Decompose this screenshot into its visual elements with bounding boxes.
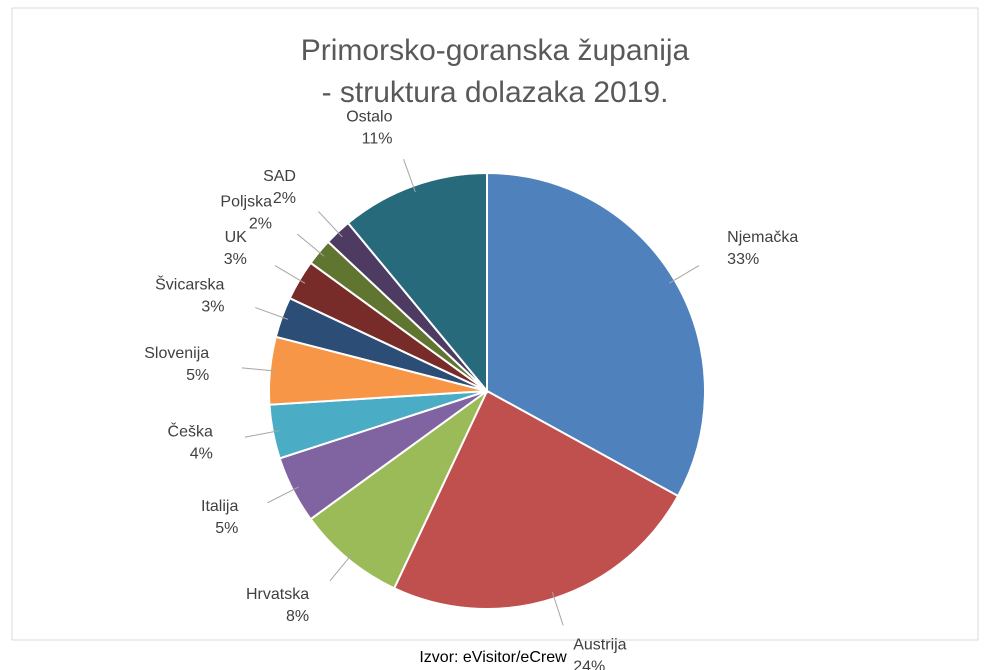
leader-line xyxy=(241,367,277,372)
slice-value-label: 11% xyxy=(362,131,393,148)
leader-line xyxy=(296,233,325,257)
slice-label: Hrvatska xyxy=(246,586,309,603)
slice-label: Češka xyxy=(168,422,213,441)
leader-line xyxy=(551,591,564,626)
slice-value-label: 24% xyxy=(573,659,605,670)
leader-line xyxy=(668,265,700,284)
slice-value-label: 5% xyxy=(186,367,209,384)
slice-value-label: 3% xyxy=(201,299,224,316)
slice-value-label: 4% xyxy=(190,446,213,463)
slice-label: Austrija xyxy=(573,637,626,654)
slice-label: Njemačka xyxy=(727,229,798,246)
leader-line xyxy=(329,553,353,582)
slice-label: Slovenija xyxy=(144,345,209,362)
slice-value-label: 8% xyxy=(286,608,309,625)
leader-line xyxy=(274,265,306,284)
leader-line xyxy=(267,486,299,504)
chart-title: Primorsko-goranska županija xyxy=(301,34,690,67)
leader-line xyxy=(403,159,416,193)
slice-value-label: 2% xyxy=(273,190,296,207)
leader-line xyxy=(244,430,280,438)
slice-label: Švicarska xyxy=(155,275,224,294)
source: Izvor: eVisitor/eCrew xyxy=(419,649,567,666)
slice-value-label: 2% xyxy=(249,215,272,232)
slice-label: SAD xyxy=(263,168,296,185)
slice-label: UK xyxy=(225,229,248,246)
slice-value-label: 5% xyxy=(215,520,238,537)
slice-value-label: 33% xyxy=(727,251,759,268)
slice-value-label: 3% xyxy=(224,251,247,268)
slice-label: Italija xyxy=(201,498,238,515)
leader-line xyxy=(255,307,289,320)
slice-label: Poljska xyxy=(220,193,272,210)
chart-title: - struktura dolazaka 2019. xyxy=(322,76,669,109)
slice-label: Ostalo xyxy=(346,109,392,126)
leader-line xyxy=(318,211,343,238)
